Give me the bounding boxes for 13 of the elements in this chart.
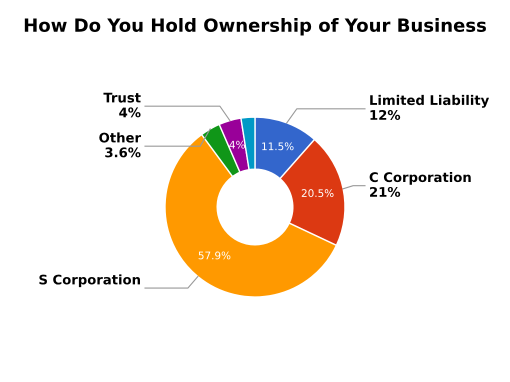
slice-label: C Corporation [370, 172, 471, 185]
slice-label: Other [99, 132, 141, 143]
text: 4% [119, 107, 141, 118]
text: 21% [370, 186, 400, 197]
slice-label: Limited Liability [370, 94, 490, 108]
data-label: 20.5% [302, 189, 334, 198]
text: 12% [370, 110, 400, 120]
data-label: 57.9% [198, 252, 230, 260]
data-label: 11.5% [262, 142, 294, 150]
text: 3.6% [105, 147, 141, 158]
slice-label: Trust [103, 92, 141, 103]
slice-label: S Corporation [39, 274, 140, 288]
chart-title: How Do You Hold Ownership of Your Business [24, 18, 486, 36]
